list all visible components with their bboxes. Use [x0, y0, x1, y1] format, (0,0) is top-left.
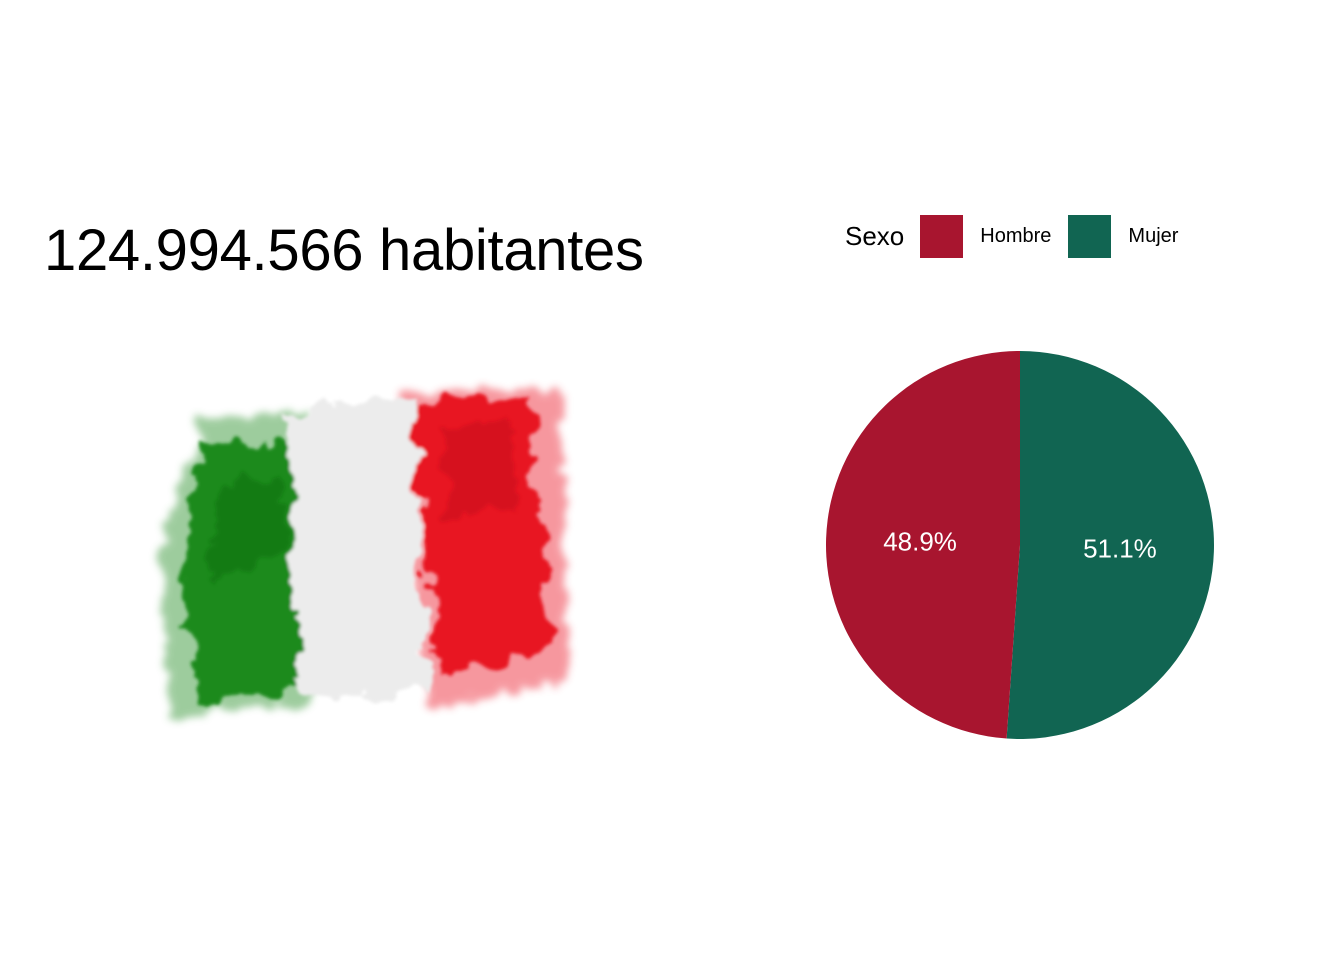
population-headline: 124.994.566 habitantes — [44, 218, 644, 283]
flag-green-band — [180, 440, 300, 705]
pie-slice-hombre — [825, 351, 1020, 739]
legend-key-mujer — [1068, 214, 1112, 258]
legend-key-hombre — [920, 214, 964, 258]
legend-label-mujer: Mujer — [1128, 224, 1179, 247]
legend-label-hombre: Hombre — [980, 224, 1052, 247]
pie-slice-mujer — [1006, 351, 1214, 739]
chart-legend: Sexo Hombre Mujer — [845, 214, 1195, 258]
legend-title: Sexo — [845, 220, 905, 251]
pie-label-hombre: 48.9% — [883, 527, 957, 557]
sex-pie-chart: 51.1% 48.9% — [825, 351, 1214, 739]
flag-white-band — [290, 395, 430, 700]
italian-flag-image — [160, 390, 570, 720]
pie-label-mujer: 51.1% — [1083, 533, 1157, 563]
